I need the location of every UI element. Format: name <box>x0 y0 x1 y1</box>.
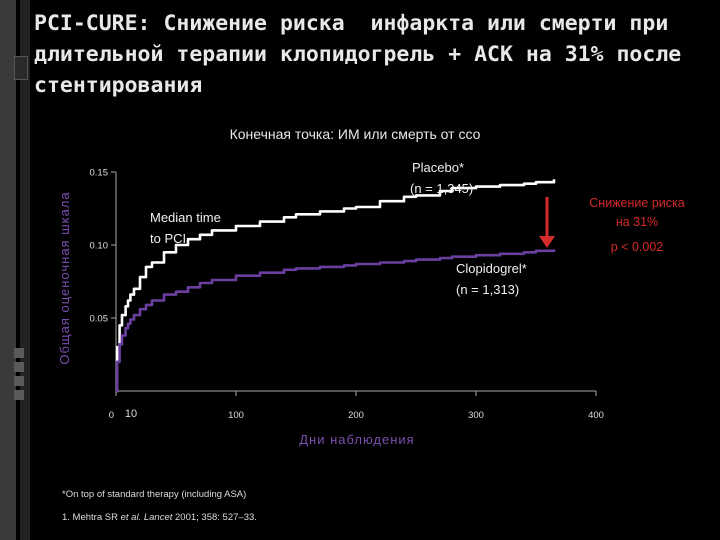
x-tick-label: 100 <box>228 410 244 421</box>
x-axis-label: Дни наблюдения <box>299 432 414 447</box>
chart-title: Конечная точка: ИМ или смерть от ссо <box>230 126 481 142</box>
y-axis-label: Общая оценочная шкала <box>57 191 72 364</box>
footnote: *On top of standard therapy (including A… <box>62 489 247 500</box>
slide-title: PCI-CURE: Снижение риска инфаркта или см… <box>34 11 695 98</box>
axes <box>115 172 596 392</box>
y-tick-label: 0.10 <box>90 241 109 252</box>
side-decoration-square <box>14 348 24 358</box>
axis-ticks: 0.05 0.10 0.15 0 100 200 300 400 10 <box>90 168 604 422</box>
x-tick-label: 200 <box>348 410 364 421</box>
side-decoration-square <box>14 56 28 80</box>
median-time-label-line2: to PCI <box>150 231 186 246</box>
reduction-label: Снижение риска <box>589 196 684 210</box>
clopidogrel-n-label: (n = 1,313) <box>456 282 519 297</box>
side-decoration-square <box>14 390 24 400</box>
side-decoration-bar <box>0 0 16 540</box>
y-tick-label: 0.15 <box>90 168 109 179</box>
side-decoration-strip <box>20 0 30 540</box>
reference-etal: et al. Lancet <box>120 512 173 523</box>
x-tick-label: 400 <box>588 410 604 421</box>
clopidogrel-label: Clopidogrel* <box>456 261 527 276</box>
x-tick-label: 0 <box>109 410 114 421</box>
reference-suffix: 2001; 358: 527–33. <box>172 512 257 523</box>
reduction-label-line2: на 31% <box>616 215 658 229</box>
series-lines <box>115 179 556 393</box>
series-line-placebo <box>115 179 556 393</box>
x-tick-label: 300 <box>468 410 484 421</box>
y-tick-label: 0.05 <box>90 314 109 325</box>
side-decoration-square <box>14 362 24 372</box>
median-time-label: Median time <box>150 210 221 225</box>
series-line-clopidogrel <box>115 249 556 393</box>
reference-prefix: 1. Mehtra SR <box>62 512 121 523</box>
reduction-arrow-head <box>539 236 555 248</box>
reference: 1. Mehtra SR et al. Lancet 2001; 358: 52… <box>62 512 257 523</box>
p-value-label: p < 0.002 <box>611 240 664 254</box>
placebo-label: Placebo* <box>412 160 464 175</box>
x-tick-label-extra: 10 <box>125 408 137 420</box>
placebo-n-label: (n = 1,345) <box>410 181 473 196</box>
side-decoration-square <box>14 376 24 386</box>
